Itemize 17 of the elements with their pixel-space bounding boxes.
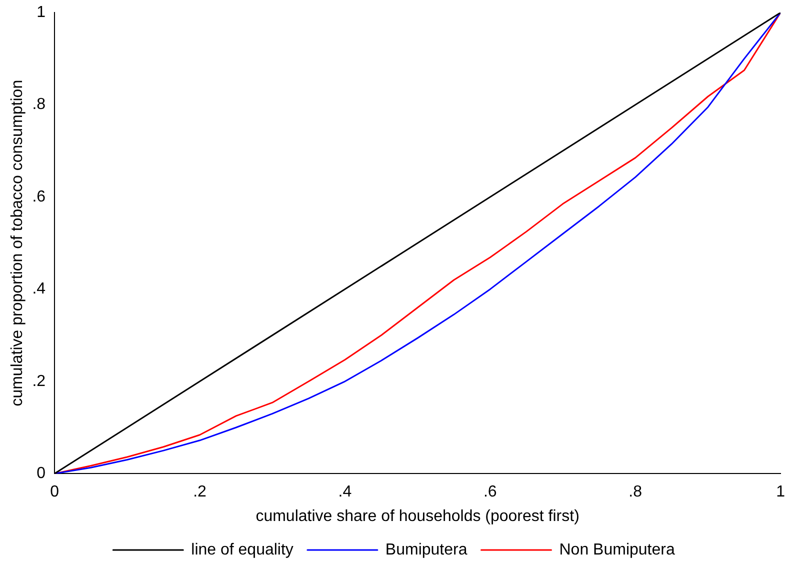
x-tick-label: 1: [776, 484, 786, 501]
y-tick-label: .2: [32, 372, 46, 390]
y-tick-label: .8: [32, 96, 46, 114]
legend-label: line of equality: [191, 541, 294, 558]
y-tick-label: .6: [32, 188, 46, 206]
y-axis-title: cumulative proportion of tobacco consumption: [9, 80, 26, 406]
x-tick-label: .2: [193, 484, 207, 501]
y-tick-label: .4: [32, 280, 46, 298]
legend-label: Non Bumiputera: [559, 541, 675, 558]
x-tick-label: 0: [50, 484, 60, 501]
y-tick-label: 0: [36, 465, 46, 482]
x-axis-title: cumulative share of households (poorest first): [256, 508, 580, 525]
y-tick-label: 1: [36, 4, 46, 22]
legend-label: Bumiputera: [385, 541, 468, 558]
x-tick-label: .6: [483, 484, 497, 501]
x-tick-label: .8: [628, 484, 642, 501]
x-tick-label: .4: [338, 484, 352, 501]
